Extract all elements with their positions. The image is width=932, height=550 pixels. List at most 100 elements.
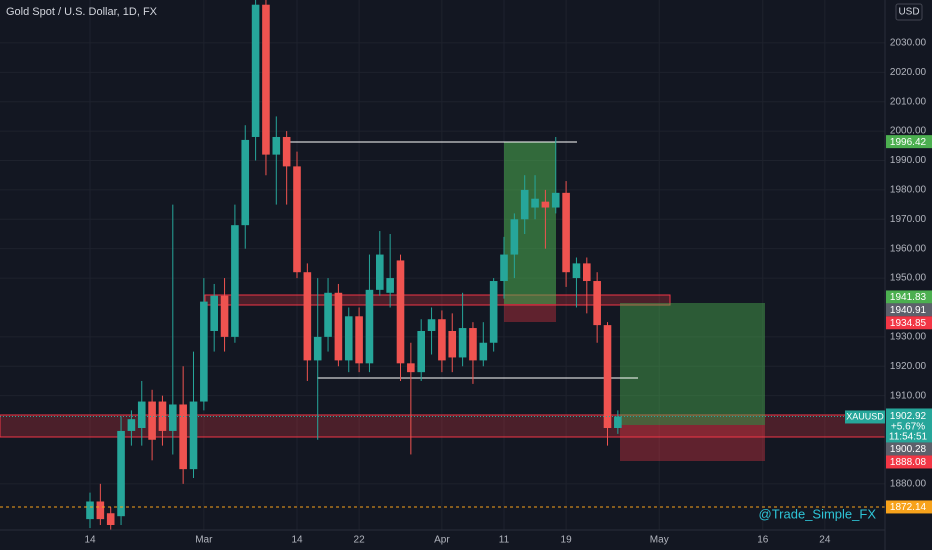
y-tick-label: 1910.00	[890, 390, 927, 401]
currency: USD	[898, 7, 919, 18]
candle-body	[448, 330, 457, 358]
x-tick-label: Apr	[434, 535, 450, 546]
price-label: 1940.91	[890, 305, 927, 316]
y-tick-label: 1880.00	[890, 478, 927, 489]
candle-body	[520, 189, 529, 220]
candle-body	[344, 316, 353, 361]
candle-body	[365, 289, 374, 364]
x-tick-label: 14	[84, 535, 96, 546]
candle-body	[407, 363, 415, 373]
candle-body	[272, 136, 281, 155]
y-tick-label: 1990.00	[890, 155, 927, 166]
y-tick-label: 2030.00	[890, 38, 927, 49]
x-tick-label: Mar	[195, 535, 213, 546]
candle-body	[396, 260, 405, 364]
candle-body	[324, 292, 332, 337]
candle-body	[303, 272, 312, 361]
candle-body	[551, 192, 560, 208]
last-price: 1902.92	[890, 411, 927, 422]
long-target	[620, 303, 765, 425]
candle-body	[231, 225, 239, 337]
candle-body	[376, 254, 384, 290]
y-tick-label: 2010.00	[890, 96, 927, 107]
x-tick-label: 22	[354, 535, 366, 546]
drawings	[0, 141, 885, 461]
price-label-box	[886, 316, 932, 330]
zone	[0, 414, 885, 438]
y-tick-label: 1970.00	[890, 214, 927, 225]
candle-body	[148, 401, 156, 440]
candle-body	[169, 404, 177, 431]
candle-body	[210, 295, 218, 331]
candle-body	[531, 198, 539, 208]
x-tick-label: 24	[819, 535, 831, 546]
candle-body	[241, 139, 250, 226]
candle-body	[96, 501, 105, 520]
candle-body	[117, 430, 125, 517]
price-label: 1900.28	[890, 444, 927, 455]
last-change: +5.67%	[891, 422, 925, 433]
y-tick-label: 1920.00	[890, 361, 927, 372]
price-label: 1872.14	[890, 502, 927, 513]
candle-body	[469, 328, 477, 361]
x-tick-label: May	[650, 535, 669, 546]
candle-body	[479, 342, 488, 361]
candle-body	[417, 330, 425, 373]
candle-body	[603, 325, 612, 428]
candle-body	[510, 219, 519, 255]
price-label-box	[886, 135, 932, 149]
price-label: 1996.42	[890, 137, 927, 148]
y-tick-label: 2020.00	[890, 67, 927, 78]
candle-body	[386, 278, 394, 293]
candle-body	[458, 328, 467, 358]
countdown: 11:54:51	[889, 432, 928, 443]
candle-body	[262, 4, 270, 155]
grid	[0, 0, 885, 530]
chart-title: Gold Spot / U.S. Dollar, 1D, FX	[6, 6, 158, 18]
symbol-box	[845, 410, 885, 424]
candle-body	[438, 319, 446, 361]
watermark: @Trade_Simple_FX	[759, 506, 877, 521]
candle-body	[86, 501, 94, 520]
candle-body	[251, 4, 260, 137]
candle-body	[355, 316, 363, 364]
price-label-box	[886, 290, 932, 304]
candle-body	[200, 301, 208, 402]
last-price-box	[886, 408, 932, 443]
price-label-box	[886, 500, 932, 514]
y-tick-label: 1950.00	[890, 273, 927, 284]
long-stop	[504, 304, 556, 322]
candle-body	[127, 419, 136, 431]
candle-body	[500, 254, 508, 282]
y-tick-label: 1930.00	[890, 332, 927, 343]
x-tick-label: 14	[291, 535, 303, 546]
candle-body	[137, 401, 146, 428]
symbol-label: XAUUSD	[846, 411, 884, 421]
x-tick-label: 11	[499, 535, 510, 546]
candle-body	[293, 166, 301, 273]
candle-body	[572, 263, 581, 279]
x-tick-label: 19	[561, 535, 573, 546]
candles	[0, 0, 885, 530]
y-tick-label: 1960.00	[890, 243, 927, 254]
candle-body	[220, 295, 229, 337]
candle-body	[489, 281, 498, 343]
candle-body	[334, 292, 343, 361]
axis: 2030.00 2020.00 2010.00 2000.00 1990.00 1980.…	[84, 38, 926, 546]
price-label: 1888.08	[890, 457, 927, 468]
x-tick-label: 16	[757, 535, 769, 546]
price-label-box	[886, 455, 932, 469]
candle-body	[541, 201, 550, 208]
candle-body	[282, 136, 291, 167]
candle-body	[179, 404, 187, 470]
candle-body	[614, 416, 622, 428]
currency-box	[895, 3, 923, 21]
y-tick-label: 2000.00	[890, 126, 927, 137]
long-stop	[620, 425, 765, 461]
candle-body	[562, 192, 570, 273]
price-label-box	[886, 442, 932, 456]
candle-body	[583, 263, 591, 282]
candle-body	[427, 319, 436, 331]
